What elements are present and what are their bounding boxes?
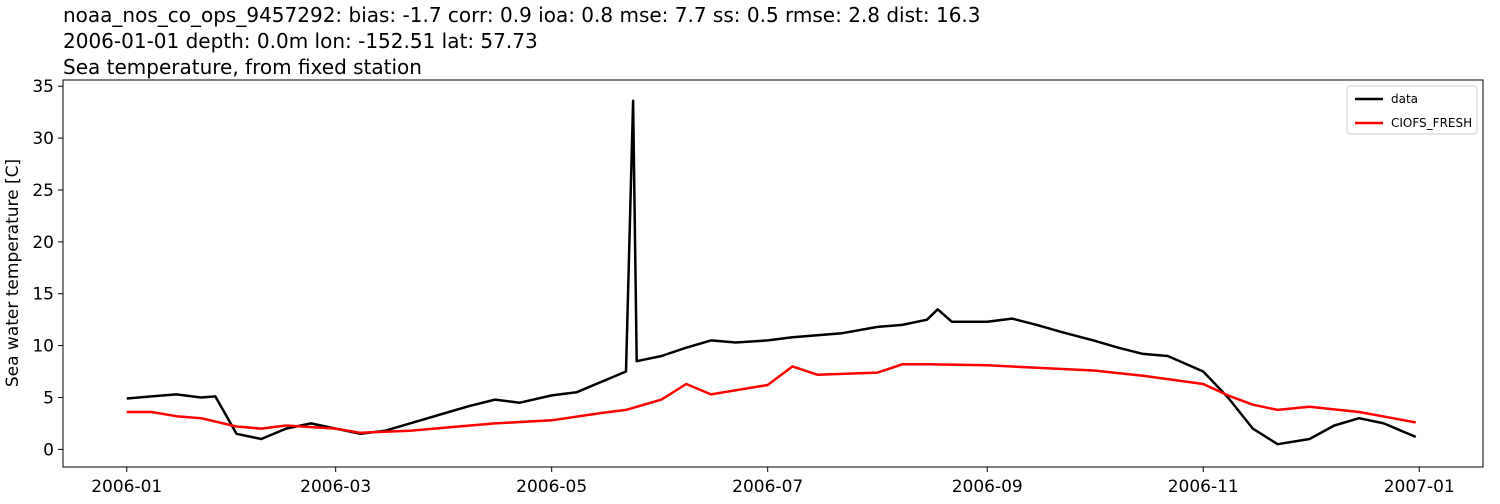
chart-title: noaa_nos_co_ops_9457292: bias: -1.7 corr… <box>63 3 981 27</box>
x-tick-label: 2006-03 <box>300 477 371 497</box>
y-tick-label: 35 <box>32 77 54 97</box>
legend-label: CIOFS_FRESH <box>1391 116 1472 130</box>
x-tick-label: 2006-09 <box>952 477 1023 497</box>
y-tick-label: 20 <box>32 233 54 253</box>
data-line <box>126 363 1416 435</box>
y-axis-label: Sea water temperature [C] <box>3 159 23 387</box>
x-tick-label: 2007-01 <box>1384 477 1455 497</box>
x-tick-label: 2006-01 <box>91 477 162 497</box>
y-tick-label: 25 <box>32 181 54 201</box>
x-tick-label: 2006-07 <box>732 477 803 497</box>
chart-subtitle: 2006-01-01 depth: 0.0m lon: -152.51 lat:… <box>63 29 538 53</box>
x-tick-label: 2006-05 <box>516 477 587 497</box>
y-tick-label: 5 <box>43 388 54 408</box>
plot-frame <box>62 79 1484 468</box>
legend-label: data <box>1391 92 1418 106</box>
y-tick-label: 15 <box>32 285 54 305</box>
chart-subtitle: Sea temperature, from fixed station <box>63 55 422 79</box>
y-tick-label: 0 <box>43 440 54 460</box>
x-tick-label: 2006-11 <box>1168 477 1239 497</box>
y-tick-label: 10 <box>32 337 54 357</box>
y-tick-label: 30 <box>32 129 54 149</box>
